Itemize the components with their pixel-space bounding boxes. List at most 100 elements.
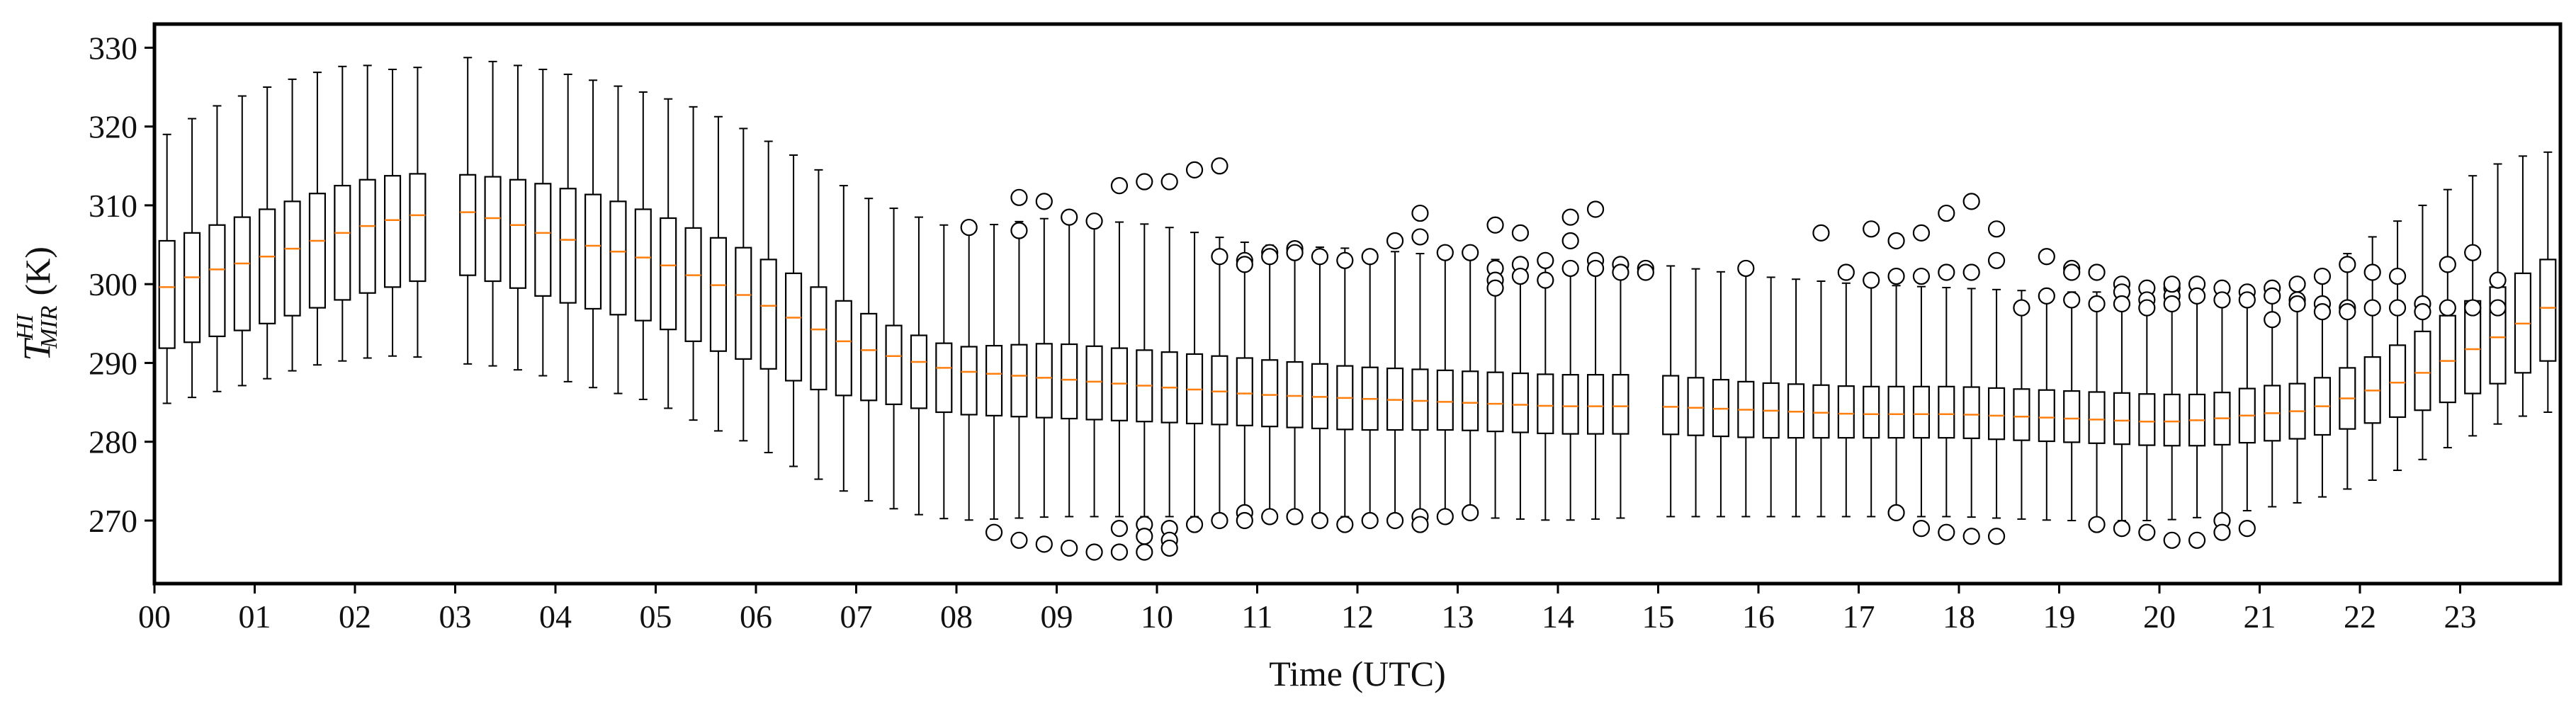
outlier-point-51 — [1462, 244, 1479, 261]
box-38 — [1110, 221, 1129, 518]
box-body — [1837, 385, 1855, 439]
box-29 — [885, 208, 903, 510]
box-20 — [660, 98, 677, 409]
outlier-point-123 — [2489, 299, 2507, 317]
box-body — [1887, 385, 1905, 439]
box-31 — [935, 224, 953, 520]
box-67 — [1837, 282, 1855, 518]
box-7 — [334, 65, 351, 362]
box-10 — [409, 67, 426, 358]
box-19 — [634, 91, 652, 400]
box-body — [459, 174, 477, 276]
box-91 — [2439, 188, 2456, 449]
outlier-point-33 — [1261, 508, 1279, 526]
x-tick-label-19: 19 — [2043, 598, 2076, 635]
outlier-point-127 — [1962, 528, 1980, 545]
x-tick-label-04: 04 — [539, 598, 572, 635]
outlier-point-2 — [1010, 188, 1028, 206]
box-body — [2414, 330, 2431, 411]
box-body — [609, 200, 627, 316]
outlier-point-49 — [1436, 244, 1454, 261]
outlier-point-44 — [1386, 511, 1404, 530]
box-89 — [2388, 220, 2407, 472]
outlier-point-132 — [2088, 295, 2106, 313]
box-60 — [1662, 265, 1680, 518]
outlier-point-41 — [1361, 248, 1379, 266]
box-12 — [459, 57, 477, 365]
x-tick-label-12: 12 — [1341, 598, 1374, 635]
box-body — [233, 216, 251, 331]
outlier-point-135 — [2088, 516, 2106, 533]
box-body — [1211, 355, 1228, 426]
x-tick-label-23: 23 — [2444, 598, 2477, 635]
outlier-point-114 — [2388, 267, 2407, 285]
box-body — [183, 232, 201, 344]
box-body — [1537, 373, 1554, 434]
outlier-point-1 — [985, 523, 1003, 541]
box-body — [559, 188, 577, 304]
outlier-point-30 — [1236, 511, 1253, 530]
outlier-point-85 — [1987, 220, 2006, 238]
box-body — [358, 178, 376, 294]
outlier-point-71 — [1637, 263, 1654, 281]
outlier-point-17 — [1136, 528, 1153, 545]
x-tick-label-02: 02 — [339, 598, 371, 635]
outlier-point-83 — [1962, 193, 1980, 210]
box-body — [810, 286, 827, 391]
outlier-point-9 — [1085, 212, 1103, 230]
outlier-point-43 — [1386, 232, 1404, 250]
outlier-point-118 — [2439, 256, 2456, 273]
box-22 — [709, 115, 728, 432]
box-body — [1061, 343, 1078, 420]
outlier-point-53 — [1486, 216, 1504, 234]
box-79 — [2138, 291, 2156, 521]
box-43 — [1236, 242, 1253, 518]
box-55 — [1537, 262, 1554, 521]
box-body — [308, 193, 327, 309]
y-tick-label-330: 330 — [89, 30, 137, 66]
outlier-point-36 — [1286, 508, 1304, 526]
box-2 — [208, 105, 226, 392]
outlier-point-90 — [2088, 263, 2106, 281]
box-body — [2138, 393, 2156, 446]
box-90 — [2414, 204, 2431, 460]
box-44 — [1261, 244, 1279, 518]
box-68 — [1863, 283, 1880, 518]
box-94 — [2514, 155, 2532, 417]
box-25 — [784, 154, 803, 467]
outlier-point-144 — [2264, 311, 2281, 329]
box-body — [334, 184, 351, 301]
outlier-point-78 — [1887, 267, 1905, 285]
box-body — [208, 224, 226, 337]
box-body — [1962, 386, 1980, 439]
box-93 — [2489, 163, 2507, 425]
box-73 — [1987, 288, 2006, 519]
outlier-point-84 — [1962, 263, 1980, 281]
box-24 — [759, 140, 777, 454]
x-tick-label-10: 10 — [1141, 598, 1173, 635]
box-body — [1411, 368, 1429, 431]
box-body — [1912, 385, 1931, 439]
plot-area — [158, 57, 2557, 561]
box-33 — [985, 224, 1003, 520]
box-27 — [835, 185, 852, 492]
outlier-point-87 — [2038, 248, 2055, 266]
box-81 — [2188, 291, 2206, 518]
box-body — [2113, 392, 2131, 445]
x-tick-label-18: 18 — [1943, 598, 1975, 635]
outlier-point-99 — [2188, 287, 2206, 305]
outlier-point-75 — [1863, 220, 1880, 238]
box-28 — [860, 198, 878, 502]
box-47 — [1336, 247, 1354, 518]
outlier-point-35 — [1286, 244, 1304, 261]
y-axis-label-unit: (K) — [18, 246, 57, 295]
box-18 — [609, 85, 627, 394]
box-74 — [2013, 290, 2030, 520]
box-72 — [1962, 288, 1980, 518]
outlier-point-112 — [2363, 263, 2381, 281]
box-82 — [2213, 289, 2231, 516]
outlier-point-48 — [1411, 516, 1429, 533]
box-30 — [910, 216, 928, 516]
box-body — [735, 246, 752, 360]
box-body — [484, 176, 502, 283]
